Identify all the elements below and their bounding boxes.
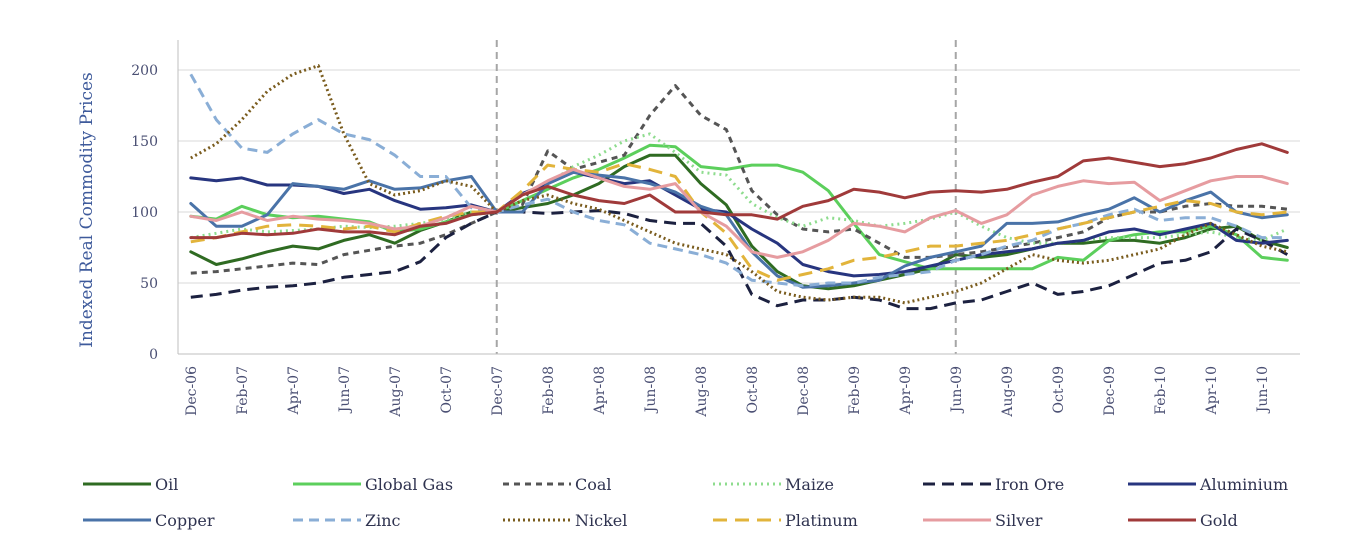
legend-label-platinum: Platinum [785, 511, 858, 530]
x-tick-label-Jun-10: Jun-10 [1255, 366, 1271, 414]
legend-item-coal: Coal [503, 475, 612, 494]
series-line-coal [190, 84, 1288, 275]
legend-item-silver: Silver [923, 511, 1043, 530]
gridlines [178, 69, 1300, 284]
x-tick-label-Apr-08: Apr-08 [592, 366, 608, 415]
y-tick-label-100: 100 [131, 205, 158, 221]
y-axis-title: Indexed Real Commodity Prices [77, 72, 97, 348]
y-tick-label-200: 200 [131, 63, 158, 79]
x-tick-label-Feb-08: Feb-08 [541, 366, 557, 415]
series-line-global-gas [189, 143, 1289, 271]
x-tick-label-Aug-09: Aug-09 [1000, 366, 1016, 418]
legend-item-oil: Oil [83, 475, 178, 494]
axes: 0 50 100 150 200 Dec-06 Feb-07 Apr-07 Jun-07 Aug-… [131, 40, 1300, 418]
legend-label-zinc: Zinc [365, 511, 401, 530]
legend-item-copper: Copper [83, 511, 215, 530]
legend-item-global-gas: Global Gas [293, 475, 453, 494]
legend: Oil Global Gas Coal Maize Iron Ore Aluminium C… [83, 475, 1288, 530]
x-tick-label-Oct-09: Oct-09 [1051, 366, 1067, 414]
legend-item-platinum: Platinum [713, 511, 858, 530]
x-tick-label-Dec-08: Dec-08 [796, 366, 812, 416]
legend-label-coal: Coal [575, 475, 612, 494]
x-tick-label-Oct-07: Oct-07 [439, 366, 455, 414]
legend-item-iron-ore: Iron Ore [923, 475, 1064, 494]
series-line-aluminium [189, 170, 1289, 278]
series-line-oil [189, 153, 1289, 291]
x-tick-label-Aug-07: Aug-07 [388, 366, 404, 418]
legend-label-gold: Gold [1200, 511, 1238, 530]
legend-label-nickel: Nickel [575, 511, 627, 530]
x-tick-label-Jun-08: Jun-08 [643, 366, 659, 414]
x-tick-label-Feb-10: Feb-10 [1153, 366, 1169, 415]
x-tick-label-Dec-07: Dec-07 [490, 366, 506, 416]
x-tick-label-Dec-06: Dec-06 [184, 366, 200, 416]
y-tick-label-0: 0 [149, 347, 158, 363]
x-tick-label-Feb-07: Feb-07 [235, 366, 251, 415]
x-tick-label-Aug-08: Aug-08 [694, 366, 710, 418]
legend-item-nickel: Nickel [503, 511, 627, 530]
legend-label-copper: Copper [155, 511, 215, 530]
series-line-zinc [189, 73, 1288, 288]
legend-item-maize: Maize [713, 475, 834, 494]
legend-label-oil: Oil [155, 475, 178, 494]
x-tick-label-Jun-09: Jun-09 [949, 366, 965, 414]
series-line-silver [189, 167, 1289, 259]
y-tick-label-50: 50 [140, 276, 158, 292]
legend-label-silver: Silver [995, 511, 1043, 530]
reference-lines [495, 40, 957, 354]
x-tick-label-Dec-09: Dec-09 [1102, 366, 1118, 416]
x-tick-label-Feb-09: Feb-09 [847, 366, 863, 415]
series-line-gold [189, 142, 1289, 240]
legend-label-iron-ore: Iron Ore [995, 475, 1064, 494]
legend-item-gold: Gold [1128, 511, 1238, 530]
x-tick-label-Apr-07: Apr-07 [286, 366, 302, 415]
series-line-platinum [190, 162, 1288, 282]
x-tick-label-Oct-08: Oct-08 [745, 366, 761, 414]
series-line-copper [189, 170, 1289, 289]
y-tick-label-150: 150 [131, 134, 158, 150]
series-lines [189, 64, 1289, 311]
legend-item-aluminium: Aluminium [1128, 475, 1288, 494]
x-tick-label-Apr-10: Apr-10 [1204, 366, 1220, 415]
legend-item-zinc: Zinc [293, 511, 401, 530]
x-tick-label-Jun-07: Jun-07 [337, 366, 353, 414]
legend-label-aluminium: Aluminium [1199, 475, 1288, 494]
legend-label-global-gas: Global Gas [365, 475, 453, 494]
legend-label-maize: Maize [785, 475, 834, 494]
series-line-nickel [190, 64, 1288, 305]
x-tick-label-Apr-09: Apr-09 [898, 366, 914, 415]
